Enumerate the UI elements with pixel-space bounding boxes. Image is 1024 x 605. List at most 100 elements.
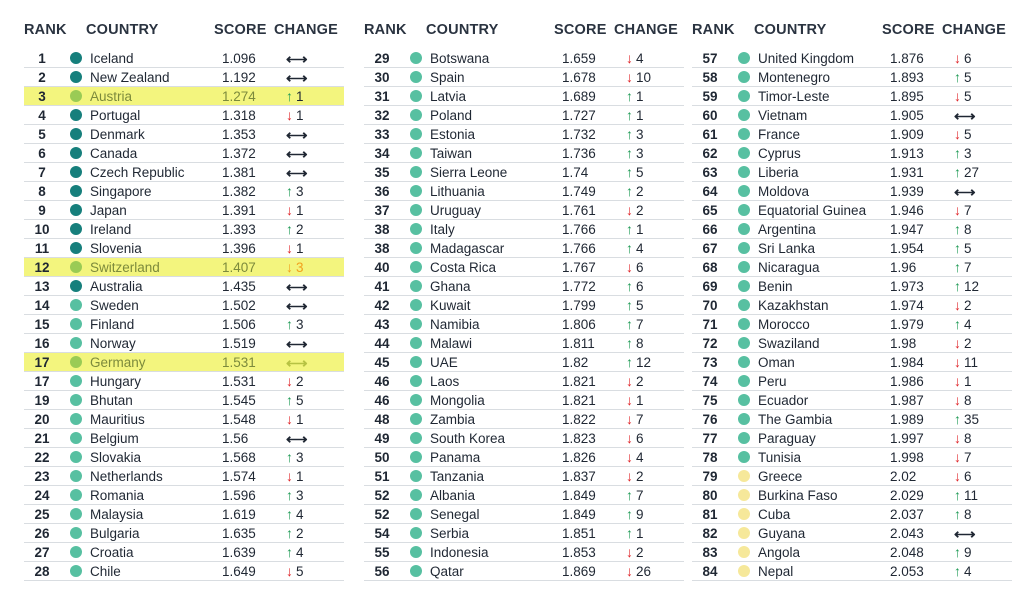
rank-cell: 57 [702,51,718,66]
rank-cell: 61 [702,127,718,142]
table-header: RANK COUNTRY SCORE CHANGE [692,22,1012,42]
score-cell: 1.548 [222,412,256,427]
change-cell: ↑ 1 [626,107,666,123]
change-cell: ↑ 8 [954,221,994,237]
change-value: 7 [964,203,972,218]
country-cell: Morocco [758,317,810,332]
country-cell: Costa Rica [430,260,497,275]
arrow-down-icon: ↓ [626,373,633,389]
region-dot-icon [738,318,750,330]
region-dot-icon [410,242,422,254]
table-row: 17 Germany 1.531 ⟷ [24,353,344,372]
region-dot-icon [410,489,422,501]
change-value: 6 [636,279,644,294]
country-cell: Finland [90,317,135,332]
region-dot-icon [70,508,82,520]
country-cell: Croatia [90,545,134,560]
rank-cell: 38 [374,241,390,256]
arrow-down-icon: ↓ [626,202,633,218]
arrow-up-icon: ↑ [286,506,293,522]
rank-cell: 72 [702,336,718,351]
arrow-up-icon: ↑ [626,183,633,199]
change-cell: ↓ 2 [954,297,994,313]
change-cell: ↑ 7 [954,259,994,275]
arrow-up-icon: ↑ [954,164,961,180]
table-row: 9 Japan 1.391 ↓ 1 [24,201,344,220]
arrow-up-icon: ↑ [954,145,961,161]
region-dot-icon [410,299,422,311]
region-dot-icon [410,508,422,520]
score-cell: 1.727 [562,108,596,123]
score-cell: 2.037 [890,507,924,522]
score-cell: 1.596 [222,488,256,503]
change-cell: ↑ 5 [286,392,326,408]
arrow-up-icon: ↑ [954,69,961,85]
change-value: 27 [964,165,980,180]
change-cell: ↑ 27 [954,164,994,180]
region-dot-icon [70,109,82,121]
change-value: 1 [964,374,972,389]
table-row: 59 Timor-Leste 1.895 ↓ 5 [692,87,1012,106]
table-row: 48 Zambia 1.822 ↓ 7 [364,410,684,429]
change-cell: ↓ 2 [626,373,666,389]
score-cell: 1.531 [222,355,256,370]
change-value: 2 [636,184,644,199]
change-cell: ↓ 2 [626,202,666,218]
table-row: 74 Peru 1.986 ↓ 1 [692,372,1012,391]
country-cell: Qatar [430,564,464,579]
region-dot-icon [70,166,82,178]
country-cell: Portugal [90,108,141,123]
region-dot-icon [70,185,82,197]
country-cell: Senegal [430,507,480,522]
rank-cell: 67 [702,241,718,256]
country-cell: Angola [758,545,801,560]
table-row: 54 Serbia 1.851 ↑ 1 [364,524,684,543]
arrow-up-icon: ↑ [954,506,961,522]
country-cell: Peru [758,374,787,389]
table-row: 7 Czech Republic 1.381 ⟷ [24,163,344,182]
rank-cell: 23 [34,469,50,484]
country-cell: The Gambia [758,412,833,427]
score-cell: 1.749 [562,184,596,199]
region-dot-icon [410,261,422,273]
table-row: 21 Belgium 1.56 ⟷ [24,429,344,448]
region-dot-icon [738,147,750,159]
region-dot-icon [70,413,82,425]
region-dot-icon [70,546,82,558]
arrow-left-right-icon: ⟷ [954,184,976,201]
table-row: 2 New Zealand 1.192 ⟷ [24,68,344,87]
region-dot-icon [738,166,750,178]
country-cell: Austria [90,89,133,104]
rank-cell: 8 [38,184,46,199]
rank-cell: 14 [34,298,50,313]
change-value: 2 [636,545,644,560]
change-cell: ⟷ [286,430,326,448]
region-dot-icon [70,147,82,159]
score-cell: 1.736 [562,146,596,161]
table-row: 65 Equatorial Guinea 1.946 ↓ 7 [692,201,1012,220]
rank-cell: 22 [34,450,50,465]
change-cell: ↑ 3 [626,145,666,161]
region-dot-icon [410,451,422,463]
country-cell: Slovakia [90,450,142,465]
rank-cell: 5 [38,127,46,142]
rank-cell: 79 [702,469,718,484]
arrow-down-icon: ↓ [954,392,961,408]
change-cell: ⟷ [286,354,326,372]
change-value: 4 [964,317,972,332]
score-cell: 1.946 [890,203,924,218]
score-cell: 1.732 [562,127,596,142]
change-cell: ↓ 4 [626,449,666,465]
change-cell: ↑ 7 [626,316,666,332]
score-cell: 1.274 [222,89,256,104]
rank-cell: 49 [374,431,390,446]
change-cell: ↓ 2 [954,335,994,351]
country-cell: Romania [90,488,145,503]
rank-cell: 32 [374,108,390,123]
score-cell: 1.851 [562,526,596,541]
region-dot-icon [410,280,422,292]
region-dot-icon [738,337,750,349]
region-dot-icon [70,242,82,254]
country-cell: Mongolia [430,393,485,408]
rank-cell: 40 [374,260,390,275]
